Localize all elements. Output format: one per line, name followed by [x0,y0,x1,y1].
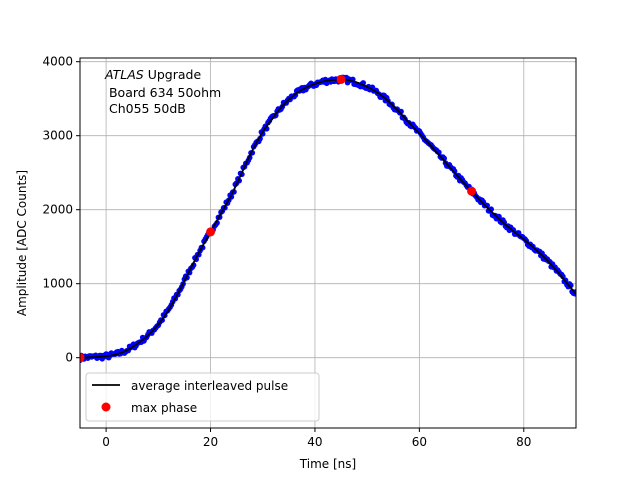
x-tick-label: 40 [307,435,322,449]
y-tick-label: 4000 [42,55,73,69]
plot-annotation: ATLAS Upgrade Board 634 50ohm Ch055 50dB [104,67,221,116]
y-tick-label: 2000 [42,203,73,217]
legend: average interleaved pulse max phase [85,372,320,422]
legend-marker-swatch [101,402,111,412]
plot-frame [79,57,577,429]
annotation-upgrade: Upgrade [144,67,202,82]
y-axis-label: Amplitude [ADC Counts] [15,170,29,316]
y-tick-label: 0 [65,351,73,365]
sample-points [80,74,576,364]
x-axis-label: Time [ns] [299,457,356,471]
average-pulse-line [80,78,576,359]
x-tick-label: 60 [412,435,427,449]
y-tick-label: 3000 [42,129,73,143]
y-axis-ticks: 0 1000 2000 3000 4000 [42,55,80,365]
legend-box [85,372,320,422]
x-tick-label: 80 [516,435,531,449]
max-phase-point [80,353,85,363]
max-phase-point [206,227,216,237]
max-phase-point [467,186,477,196]
x-tick-label: 0 [102,435,110,449]
annotation-line-2: Board 634 50ohm [105,85,221,100]
legend-label-max-phase: max phase [131,401,197,415]
grid-lines [80,58,576,428]
annotation-atlas: ATLAS [104,67,144,82]
max-phase-points [80,74,477,363]
x-axis-ticks: 0 20 40 60 80 [102,428,531,449]
annotation-line-3: Ch055 50dB [105,101,186,116]
plot-series [80,74,576,364]
y-tick-label: 1000 [42,277,73,291]
max-phase-point [336,74,346,84]
annotation-line-1: ATLAS Upgrade [104,67,201,82]
legend-label-average: average interleaved pulse [131,379,288,393]
x-tick-label: 20 [203,435,218,449]
